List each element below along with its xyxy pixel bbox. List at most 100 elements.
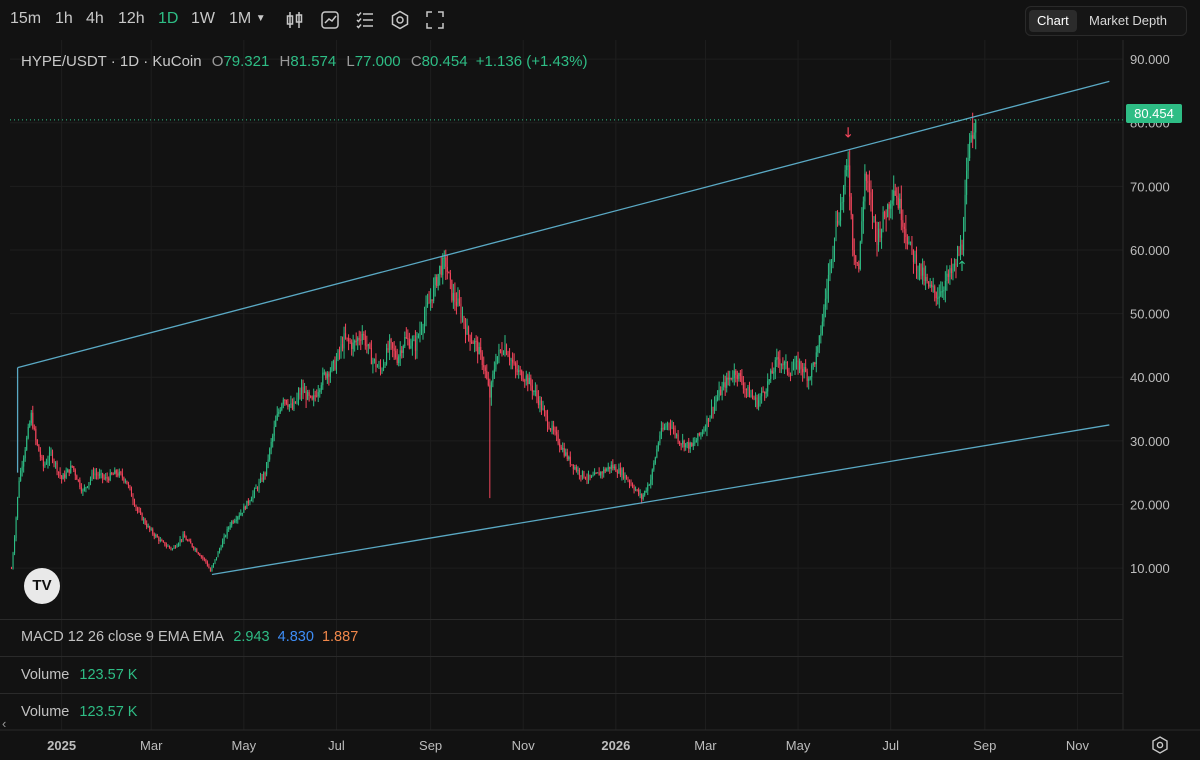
candle-body [165,545,167,547]
macd-pane[interactable]: MACD 12 26 close 9 EMA EMA 2.943 4.830 1… [0,619,1123,657]
candle-body [398,356,400,364]
timeframe-1h[interactable]: 1h [55,10,73,27]
candle-body [601,472,603,474]
candle-body [820,333,822,336]
arrow-down-icon: ↓ [842,125,854,141]
candle-body [615,466,617,472]
candle-body [215,557,218,560]
candle-body [33,427,35,429]
fullscreen-icon[interactable] [424,9,446,31]
candle-body [758,400,760,408]
candle-body [600,472,602,476]
settings-hex-icon[interactable] [389,9,411,31]
candle-body [419,331,421,336]
candle-body [173,546,175,549]
indicators-icon[interactable] [354,9,376,31]
candle-body [753,397,755,400]
candle-body [560,446,562,450]
candle-body [826,290,828,299]
volume-value-1: 123.57 K [79,667,138,683]
candle-body [351,342,353,349]
timeframe-4h[interactable]: 4h [86,10,104,27]
candle-body [82,490,84,492]
candle-body [58,471,60,473]
candle-body [726,377,728,388]
candle-body [291,403,293,410]
chart-settings-icon[interactable] [1150,735,1170,755]
candle-body [509,356,511,361]
candlestick-icon[interactable] [284,9,306,31]
candle-body [694,442,696,444]
candle-body [278,411,280,414]
candle-body [360,339,362,341]
candle-body [23,458,25,467]
candle-body [767,381,769,392]
candle-body [48,452,51,461]
candle-body [536,390,538,397]
candle-body [486,370,488,379]
candle-body [176,545,178,548]
candle-body [124,480,126,482]
volume-pane-1[interactable]: Volume 123.57 K [0,656,1123,694]
candle-body [519,370,521,372]
tab-market-depth[interactable]: Market Depth [1089,13,1168,28]
candle-body [225,535,227,537]
candle-body [17,497,19,518]
candle-body [738,373,740,379]
chart-style-icon[interactable] [319,9,341,31]
scroll-left-icon[interactable]: ‹ [2,716,7,731]
candle-body [405,336,407,339]
candle-body [170,547,172,549]
candle-body [442,257,444,275]
change-value: +1.136 (+1.43%) [475,53,588,70]
candle-body [132,496,134,502]
candle-body [449,273,451,280]
candle-body [47,460,49,464]
candle-body [969,141,971,159]
candle-body [879,228,881,238]
timeframe-1d[interactable]: 1D [158,10,179,27]
candle-body [747,386,749,391]
candle-body [625,475,628,480]
candle-body [799,361,801,370]
timeframe-1w[interactable]: 1W [191,10,215,27]
y-tick-label: 90.000 [1130,52,1170,67]
candle-body [276,413,278,420]
candle-body [779,358,781,365]
candle-body [774,360,776,372]
candle-body [228,527,230,529]
candle-body [736,374,738,379]
candle-body [568,456,570,460]
candle-body [469,335,471,343]
candle-body [140,511,142,514]
candle-body [919,263,921,271]
candle-body [733,370,735,379]
candle-body [697,433,699,441]
trendline-lower [211,424,1110,576]
candle-body [610,464,612,469]
candle-body [335,359,337,370]
timeframe-12h[interactable]: 12h [118,10,145,27]
volume-pane-2[interactable]: Volume 123.57 K [0,693,1123,732]
candle-body [768,379,770,382]
candle-body [938,296,940,298]
candle-body [91,472,93,479]
candle-body [537,396,539,405]
timeframe-1m[interactable]: 1M ▼ [229,10,266,28]
tab-chart[interactable]: Chart [1029,10,1077,32]
candle-body [123,477,125,481]
timeframe-15m[interactable]: 15m [10,10,42,27]
candle-body [720,389,722,396]
candle-body [461,316,464,318]
candle-body [395,350,397,358]
candle-body [481,352,483,366]
candle-body [952,268,954,273]
candle-body [718,389,720,398]
candle-body [765,391,767,394]
candle-body [770,370,772,380]
candle-body [843,186,845,203]
candle-body [370,347,372,365]
high-key: H [279,53,291,70]
candle-body [27,426,29,438]
